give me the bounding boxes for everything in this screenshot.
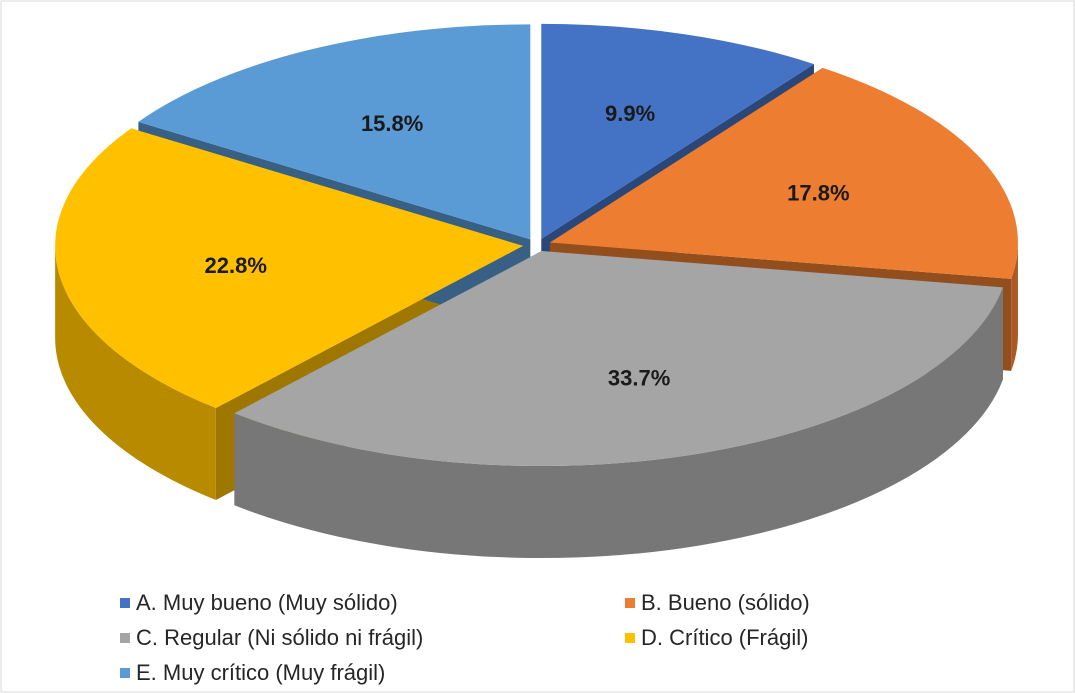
data-label: 17.8% — [787, 181, 849, 206]
slice — [234, 251, 1003, 467]
slice — [541, 23, 814, 239]
legend-marker — [120, 668, 130, 678]
slice — [138, 24, 531, 240]
legend-marker — [120, 633, 130, 643]
legend-marker — [120, 598, 130, 608]
data-label: 33.7% — [608, 365, 670, 390]
legend-label: E. Muy crítico (Muy frágil) — [136, 660, 385, 685]
slice — [549, 67, 1018, 279]
data-label: 15.8% — [361, 111, 423, 136]
legend-label: C. Regular (Ni sólido ni frágil) — [136, 625, 423, 650]
slice — [55, 128, 524, 409]
slice-wall — [55, 245, 216, 501]
data-label: 9.9% — [605, 101, 655, 126]
legend-label: B. Bueno (sólido) — [641, 590, 810, 615]
slice-wall — [234, 287, 1003, 559]
data-label: 22.8% — [205, 253, 267, 278]
legend-marker — [625, 633, 635, 643]
slice-wall — [1011, 242, 1018, 371]
legend-marker — [625, 598, 635, 608]
legend-label: D. Crítico (Frágil) — [641, 625, 808, 650]
legend-label: A. Muy bueno (Muy sólido) — [136, 590, 398, 615]
